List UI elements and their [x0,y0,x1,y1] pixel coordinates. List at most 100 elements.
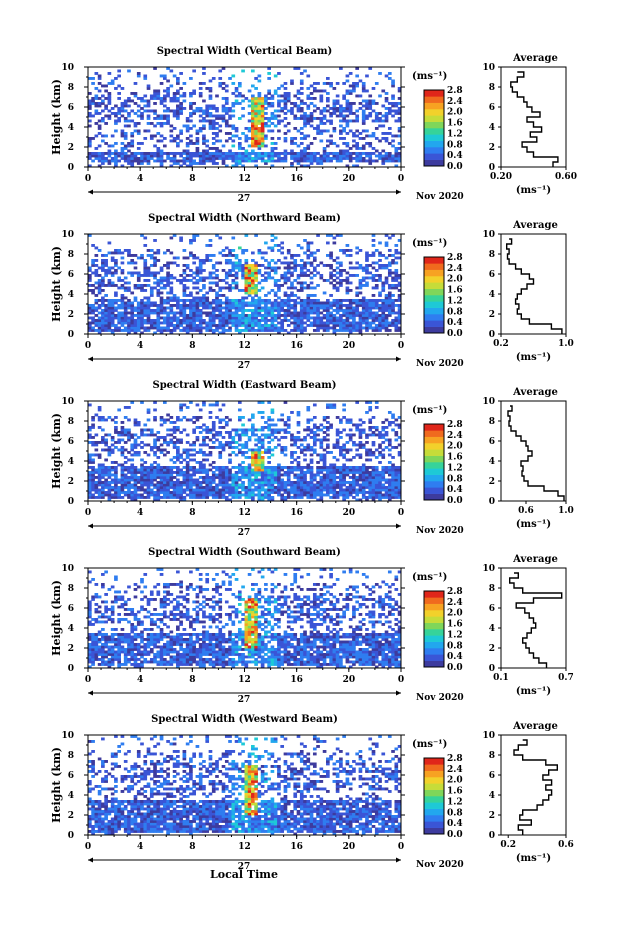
heatmap-cell [237,299,242,302]
heatmap-cell [348,152,353,155]
heatmap-cell [270,289,275,292]
heatmap-cell [309,488,314,492]
heatmap-cell [130,321,135,325]
heatmap-cell [215,329,219,332]
heatmap-cell [378,276,382,280]
heatmap-cell [97,74,102,78]
heatmap-cell [205,244,210,247]
heatmap-cell [332,157,337,160]
heatmap-cell [254,127,258,130]
heatmap-cell [114,154,118,158]
heatmap-cell [371,476,376,479]
heatmap-cell [117,491,121,494]
heatmap-cell [280,324,285,327]
heatmap-cell [332,496,337,499]
heatmap-cell [198,157,203,160]
heatmap-cell [182,107,187,110]
heatmap-cell [114,491,118,494]
heatmap-cell [309,276,314,280]
heatmap-cell [241,99,245,103]
heatmap-cell [107,109,112,113]
heatmap-cell [169,124,174,128]
heatmap-cell [322,463,327,467]
heatmap-cell [264,321,268,325]
heatmap-cell [342,481,346,484]
heatmap-cell [365,496,369,499]
heatmap-cell [101,466,105,469]
heatmap-cell [88,458,92,462]
heatmap-cell [270,142,275,145]
heatmap-cell [355,301,360,305]
heatmap-cell [244,264,249,267]
heatmap-cell [254,154,258,158]
heatmap-cell [198,107,203,110]
heatmap-cell [179,311,183,315]
heatmap-cell [293,299,298,302]
heatmap-cell [237,306,242,310]
heatmap-cell [384,316,389,320]
heatmap-cell [371,234,376,237]
heatmap-cell [176,137,180,140]
heatmap-cell [162,488,167,492]
heatmap-cell [120,496,125,499]
heatmap-cell [224,306,229,310]
heatmap-cell [387,448,392,452]
heatmap-cell [104,473,108,477]
heatmap-cell [218,326,223,330]
heatmap-cell [306,468,311,472]
heatmap-cell [335,286,340,290]
heatmap-cell [260,97,265,100]
heatmap-cell [91,309,95,312]
heatmap-cell [120,256,125,260]
heatmap-cell [283,488,288,492]
heatmap-cell [110,316,115,320]
heatmap-cell [348,471,353,474]
heatmap-cell [228,289,232,292]
heatmap-cell [290,468,294,472]
heatmap-cell [224,124,229,128]
heatmap-cell [394,319,399,322]
heatmap-cell [218,154,223,158]
heatmap-cell [241,154,245,158]
heatmap-cell [208,451,213,454]
heatmap-cell [110,488,115,492]
heatmap-cell [91,159,95,163]
heatmap-cell [283,471,288,474]
heatmap-cell [280,157,285,160]
heatmap-cell [91,486,95,489]
heatmap-cell [127,114,131,118]
heatmap-cell [365,478,369,482]
heatmap-cell [303,114,307,118]
heatmap-cell [299,471,304,474]
heatmap-cell [215,309,219,312]
heatmap-cell [189,114,193,118]
heatmap-cell [97,463,102,467]
heatmap-cell [153,94,157,98]
heatmap-cell [149,264,154,267]
heatmap-cell [153,286,157,290]
heatmap-cell [215,127,219,130]
heatmap-cell [123,109,128,113]
heatmap-cell [316,264,320,267]
heatmap-cell [339,284,343,287]
heatmap-cell [208,276,213,280]
heatmap-cell [189,162,193,165]
heatmap-cell [244,496,249,499]
heatmap-cell [215,114,219,118]
heatmap-cell [296,289,301,292]
heatmap-cell [257,329,262,332]
heatmap-cell [130,134,135,138]
heatmap-cell [273,89,278,93]
heatmap-cell [260,463,265,467]
heatmap-cell [280,493,285,497]
heatmap-cell [339,132,343,135]
heatmap-cell [286,488,291,492]
heatmap-cell [228,286,232,290]
heatmap-cell [120,491,125,494]
heatmap-cell [88,279,92,282]
heatmap-cell [117,152,121,155]
heatmap-cell [397,157,402,160]
heatmap-cell [387,107,392,110]
heatmap-cell [94,286,99,290]
heatmap-cell [88,92,92,95]
